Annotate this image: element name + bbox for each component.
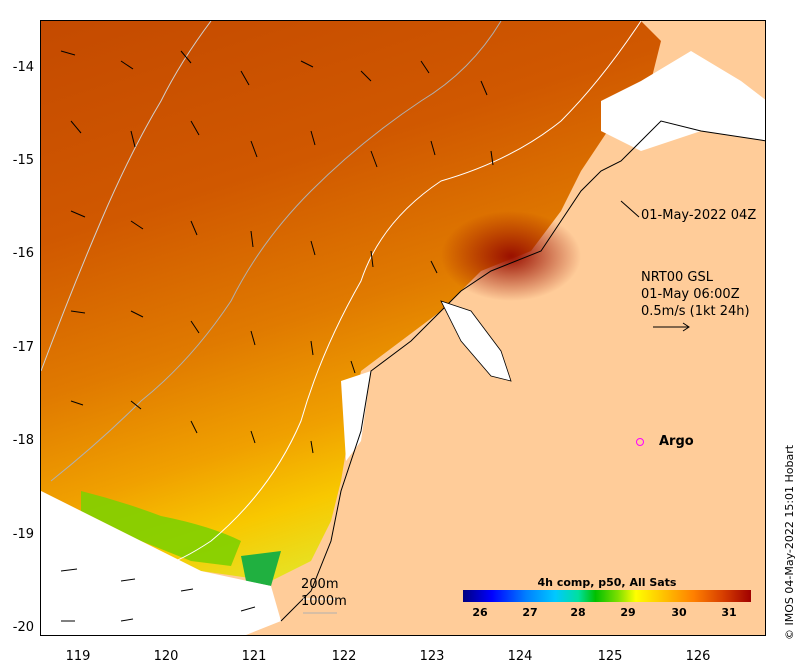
x-tick-label: 126 bbox=[685, 649, 711, 664]
argo-float-marker[interactable] bbox=[636, 438, 644, 446]
y-tick-label: -14 bbox=[12, 60, 34, 75]
colorbar-tick: 29 bbox=[620, 606, 636, 619]
y-tick-label: -17 bbox=[12, 340, 34, 355]
colorbar-tick: 30 bbox=[671, 606, 687, 619]
isobath-200m bbox=[160, 21, 642, 567]
warm-core bbox=[441, 211, 581, 301]
x-tick-label: 125 bbox=[597, 649, 623, 664]
y-tick-label: -15 bbox=[12, 153, 34, 168]
colorbar bbox=[463, 590, 751, 602]
isobath-deep bbox=[41, 21, 212, 372]
timestamp-pointer bbox=[620, 200, 640, 218]
current-vectors bbox=[60, 50, 494, 622]
y-tick-label: -20 bbox=[12, 620, 34, 635]
coastline bbox=[280, 120, 765, 622]
isobath-200m-label: 200m bbox=[301, 577, 339, 592]
sst-map bbox=[41, 21, 765, 635]
y-tick-label: -18 bbox=[12, 433, 34, 448]
scale-arrow bbox=[653, 322, 690, 332]
colorbar-tick: 31 bbox=[721, 606, 737, 619]
x-tick-label: 120 bbox=[153, 649, 179, 664]
cool-patch-south bbox=[241, 551, 281, 586]
scale-label: 0.5m/s (1kt 24h) bbox=[641, 304, 750, 319]
x-tick-label: 123 bbox=[419, 649, 445, 664]
y-tick-label: -19 bbox=[12, 527, 34, 542]
sea-surface-temperature-field bbox=[41, 21, 661, 581]
no-data-region-north bbox=[601, 51, 765, 151]
colorbar-tick: 28 bbox=[570, 606, 586, 619]
isobath-1000m-label: 1000m bbox=[301, 594, 347, 609]
argo-label: Argo bbox=[659, 434, 694, 449]
y-tick-label: -16 bbox=[12, 246, 34, 261]
isobath-1000m bbox=[50, 21, 502, 482]
x-tick-label: 119 bbox=[65, 649, 91, 664]
no-data-region-southwest bbox=[41, 491, 281, 635]
colorbar-title: 4h comp, p50, All Sats bbox=[537, 576, 677, 589]
timestamp-label: 01-May-2022 04Z bbox=[641, 208, 757, 223]
x-tick-label: 121 bbox=[241, 649, 267, 664]
no-data-region-coastal bbox=[341, 371, 371, 461]
current-product-label: NRT00 GSL bbox=[641, 270, 713, 285]
x-tick-label: 122 bbox=[331, 649, 357, 664]
credit-text: © IMOS 04-May-2022 15:01 Hobart bbox=[783, 444, 796, 640]
colorbar-tick: 27 bbox=[522, 606, 538, 619]
current-time-label: 01-May 06:00Z bbox=[641, 287, 740, 302]
map-frame[interactable] bbox=[40, 20, 766, 636]
estuary bbox=[440, 300, 512, 382]
colorbar-tick: 26 bbox=[472, 606, 488, 619]
x-tick-label: 124 bbox=[507, 649, 533, 664]
